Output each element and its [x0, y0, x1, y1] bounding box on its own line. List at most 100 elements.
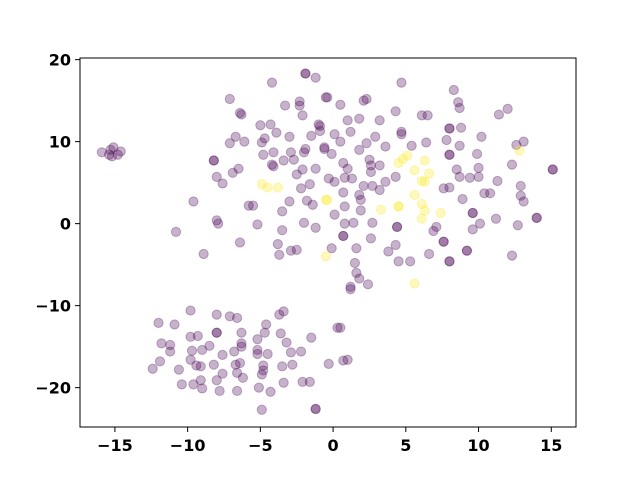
data-point-class-0	[213, 218, 224, 229]
data-point-class-1	[409, 189, 420, 201]
data-point-class-0	[278, 377, 289, 388]
data-point-class-0	[326, 148, 337, 160]
data-point-class-0	[448, 84, 459, 96]
data-point-class-0	[365, 160, 377, 171]
data-point-class-0	[96, 147, 107, 158]
data-point-class-0	[266, 77, 278, 88]
data-point-class-0	[326, 243, 337, 254]
data-point-class-0	[211, 327, 222, 338]
data-point-class-0	[243, 200, 254, 211]
data-point-class-0	[288, 154, 299, 165]
data-point-class-0	[291, 244, 302, 255]
data-point-class-0	[256, 369, 267, 380]
data-point-class-0	[370, 131, 381, 142]
data-point-class-0	[461, 245, 473, 256]
data-point-class-0	[354, 273, 365, 284]
data-point-class-0	[192, 330, 203, 342]
data-point-class-0	[261, 319, 272, 330]
data-point-class-0	[259, 327, 270, 338]
data-point-class-0	[295, 346, 307, 357]
data-point-class-0	[444, 149, 455, 160]
data-point-class-0	[285, 245, 297, 256]
data-points	[96, 68, 558, 415]
data-point-class-0	[272, 239, 283, 250]
data-point-class-1	[514, 145, 525, 156]
data-point-class-1	[322, 194, 333, 205]
data-point-class-0	[236, 341, 247, 352]
data-point-class-0	[345, 126, 356, 137]
data-point-class-0	[211, 215, 222, 226]
data-point-class-0	[342, 115, 353, 126]
data-point-class-0	[301, 195, 313, 206]
data-point-class-0	[265, 119, 276, 130]
data-point-class-0	[479, 188, 490, 199]
data-point-class-1	[262, 182, 273, 193]
data-point-class-1	[419, 205, 430, 216]
data-point-class-0	[284, 196, 295, 207]
data-point-class-0	[467, 207, 478, 219]
data-point-class-0	[297, 110, 308, 121]
data-point-class-0	[531, 212, 542, 223]
data-point-class-0	[304, 179, 315, 190]
data-point-class-0	[230, 359, 241, 370]
data-point-class-0	[211, 375, 222, 386]
data-point-class-0	[310, 403, 321, 415]
data-point-class-0	[464, 172, 475, 183]
data-point-class-0	[277, 225, 288, 236]
data-point-class-0	[233, 163, 244, 174]
data-point-class-0	[351, 267, 362, 278]
data-point-class-0	[258, 149, 269, 160]
data-point-class-0	[441, 134, 452, 146]
data-point-class-0	[197, 344, 208, 356]
data-point-class-0	[310, 72, 321, 83]
data-point-class-0	[217, 178, 228, 189]
data-point-class-0	[169, 319, 180, 330]
data-point-class-1	[435, 207, 446, 219]
data-point-class-0	[380, 176, 391, 187]
data-point-class-0	[453, 97, 464, 108]
data-point-class-0	[454, 140, 465, 151]
data-point-class-1	[416, 213, 427, 224]
data-point-class-0	[335, 136, 346, 147]
data-point-class-0	[217, 368, 228, 379]
data-point-class-0	[423, 248, 435, 260]
data-point-class-0	[188, 379, 199, 390]
data-point-class-0	[230, 131, 241, 142]
data-point-class-0	[320, 92, 331, 103]
data-point-class-0	[367, 180, 378, 192]
y-axis: −20 −10 0 10 20	[35, 51, 80, 398]
data-point-class-0	[208, 359, 219, 370]
x-tick-label: 0	[328, 436, 339, 455]
data-point-class-0	[547, 164, 558, 175]
data-point-class-0	[493, 109, 505, 120]
data-point-class-0	[467, 207, 478, 219]
data-point-class-0	[314, 125, 326, 137]
data-point-class-0	[339, 218, 350, 229]
data-point-class-0	[319, 143, 330, 155]
data-point-class-0	[506, 159, 518, 170]
y-tick-label: 0	[60, 215, 71, 234]
x-tick-label: −5	[248, 436, 273, 455]
data-point-class-0	[185, 331, 196, 342]
data-point-class-0	[256, 404, 267, 415]
x-tick-label: 15	[540, 436, 562, 455]
data-point-class-0	[361, 93, 372, 105]
data-point-class-0	[416, 110, 427, 121]
data-point-class-0	[277, 361, 288, 372]
data-point-class-0	[364, 154, 375, 165]
data-point-class-1	[375, 204, 387, 215]
data-point-class-0	[492, 175, 503, 187]
data-point-class-0	[274, 309, 285, 320]
data-point-class-0	[284, 131, 295, 142]
data-point-class-0	[421, 137, 432, 148]
data-point-class-0	[237, 372, 249, 383]
data-point-class-0	[310, 163, 321, 174]
data-point-class-0	[354, 144, 365, 155]
data-point-class-0	[173, 364, 185, 375]
data-point-class-0	[278, 155, 289, 166]
data-point-class-0	[256, 137, 267, 148]
data-point-class-0	[511, 139, 522, 151]
data-point-class-0	[374, 115, 385, 126]
data-point-class-0	[285, 347, 297, 358]
data-point-class-0	[224, 138, 235, 149]
